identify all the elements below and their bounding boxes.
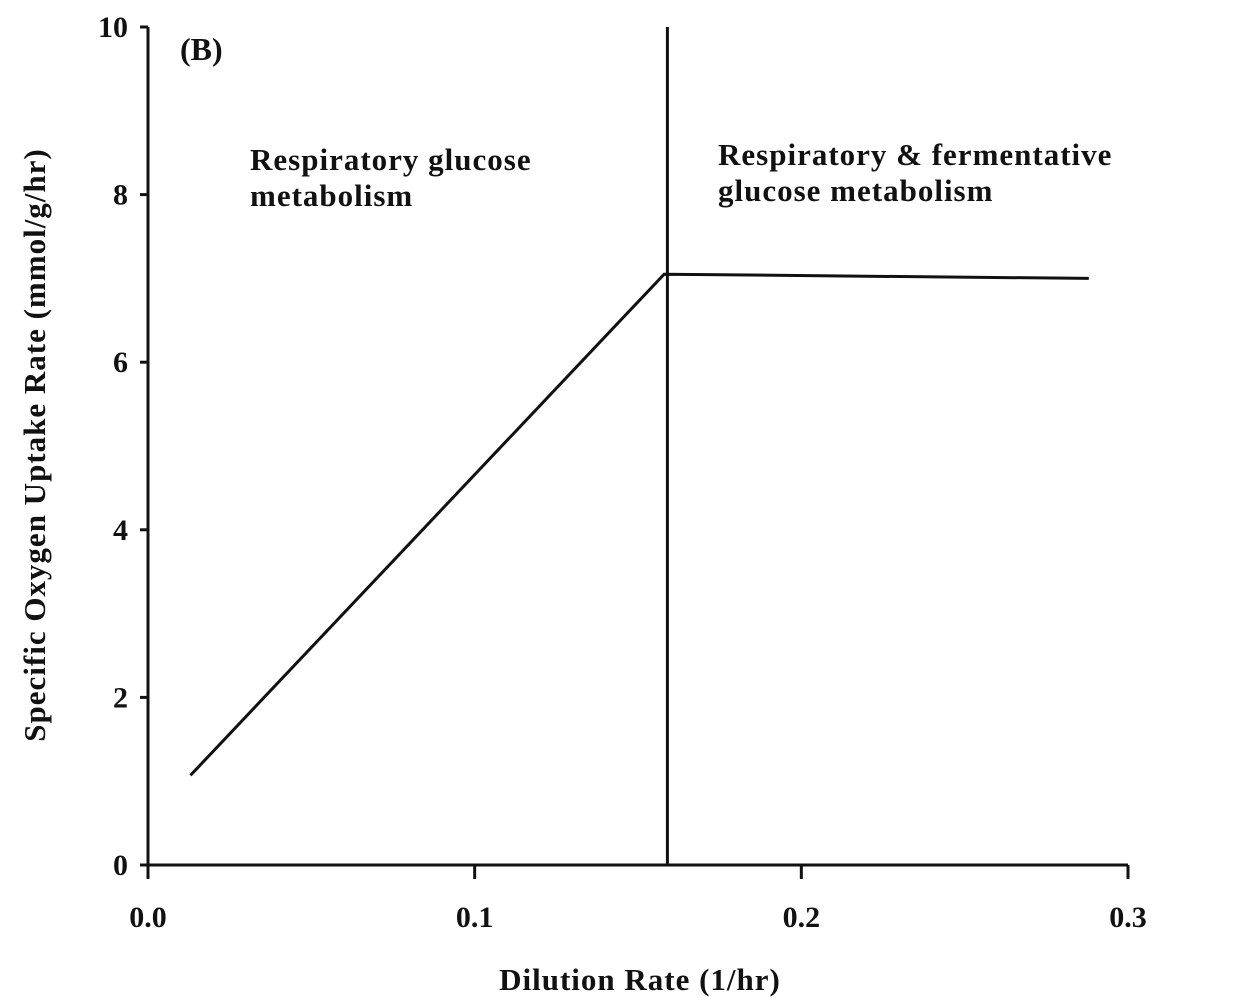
x-tick-label: 0.0	[129, 901, 167, 934]
y-tick-label: 2	[113, 681, 128, 714]
y-tick-label: 8	[113, 179, 128, 212]
x-tick-label: 0.2	[783, 901, 821, 934]
panel-label: (B)	[180, 31, 223, 67]
annotation: glucose metabolism	[718, 173, 993, 208]
y-tick-label: 0	[113, 849, 128, 882]
annotation: Respiratory & fermentative	[718, 137, 1112, 172]
x-axis-label: Dilution Rate (1/hr)	[499, 962, 781, 997]
x-tick-label: 0.1	[456, 901, 494, 934]
y-tick-label: 4	[113, 514, 128, 547]
x-tick-label: 0.3	[1109, 901, 1147, 934]
annotation: Respiratory glucose	[250, 142, 532, 177]
y-tick-label: 10	[98, 11, 128, 44]
annotation: metabolism	[250, 178, 413, 213]
y-axis-label: Specific Oxygen Uptake Rate (mmol/g/hr)	[17, 148, 52, 741]
y-tick-label: 6	[113, 346, 128, 379]
data-line	[189, 272, 1089, 777]
